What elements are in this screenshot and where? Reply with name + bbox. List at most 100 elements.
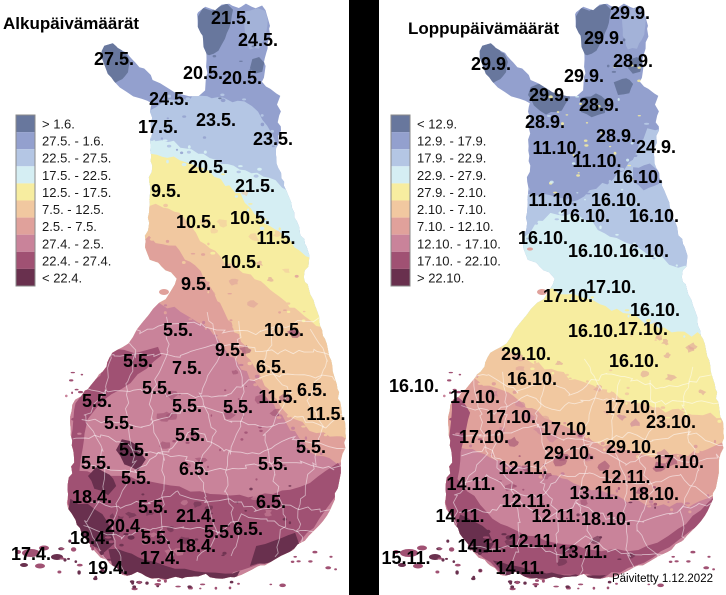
svg-text:20.5.: 20.5. bbox=[188, 157, 228, 177]
svg-text:16.10.: 16.10. bbox=[609, 351, 659, 371]
svg-text:28.9.: 28.9. bbox=[596, 126, 636, 146]
svg-text:29.9.: 29.9. bbox=[471, 54, 511, 74]
svg-text:5.5.: 5.5. bbox=[119, 440, 149, 460]
svg-text:16.10.: 16.10. bbox=[619, 241, 669, 261]
svg-text:12.11.: 12.11. bbox=[601, 467, 650, 487]
svg-text:9.5.: 9.5. bbox=[181, 274, 211, 294]
svg-text:23.5.: 23.5. bbox=[196, 110, 236, 130]
svg-text:5.5.: 5.5. bbox=[296, 437, 326, 457]
svg-text:29.9.: 29.9. bbox=[610, 3, 650, 23]
svg-text:2.5. - 7.5.: 2.5. - 7.5. bbox=[42, 219, 97, 234]
svg-text:18.10.: 18.10. bbox=[581, 509, 631, 529]
svg-text:28.9.: 28.9. bbox=[525, 112, 565, 132]
svg-text:16.10.: 16.10. bbox=[568, 241, 618, 261]
svg-text:17.10. - 22.10.: 17.10. - 22.10. bbox=[417, 253, 501, 268]
svg-text:Loppupäivämäärät: Loppupäivämäärät bbox=[408, 19, 559, 38]
svg-text:11.5.: 11.5. bbox=[256, 228, 295, 248]
svg-text:2.10. - 7.10.: 2.10. - 7.10. bbox=[417, 202, 486, 217]
svg-text:18.4.: 18.4. bbox=[70, 528, 110, 548]
svg-text:17.5.: 17.5. bbox=[138, 117, 178, 137]
svg-text:16.10.: 16.10. bbox=[389, 376, 439, 396]
svg-text:5.5.: 5.5. bbox=[104, 413, 134, 433]
svg-text:6.5.: 6.5. bbox=[256, 357, 286, 377]
svg-text:11.5.: 11.5. bbox=[306, 404, 345, 424]
svg-text:27.5. - 1.6.: 27.5. - 1.6. bbox=[42, 134, 104, 149]
svg-text:5.5.: 5.5. bbox=[142, 378, 172, 398]
svg-text:16.10.: 16.10. bbox=[560, 206, 610, 226]
svg-text:16.10.: 16.10. bbox=[630, 300, 680, 320]
svg-text:7.10. - 12.10.: 7.10. - 12.10. bbox=[417, 219, 494, 234]
svg-text:< 12.9.: < 12.9. bbox=[417, 117, 457, 132]
svg-text:5.5.: 5.5. bbox=[204, 522, 234, 542]
svg-text:6.5.: 6.5. bbox=[233, 519, 263, 539]
svg-text:23.10.: 23.10. bbox=[646, 412, 696, 432]
svg-text:5.5.: 5.5. bbox=[123, 351, 153, 371]
svg-text:12.11.: 12.11. bbox=[498, 458, 547, 478]
svg-text:15.11.: 15.11. bbox=[381, 548, 430, 568]
svg-text:5.5.: 5.5. bbox=[172, 396, 202, 416]
svg-text:5.5.: 5.5. bbox=[121, 468, 151, 488]
svg-text:14.11.: 14.11. bbox=[446, 474, 495, 494]
svg-text:10.5.: 10.5. bbox=[264, 320, 304, 340]
svg-text:20.5.: 20.5. bbox=[222, 68, 262, 88]
svg-text:16.10.: 16.10. bbox=[591, 190, 641, 210]
svg-text:17.10.: 17.10. bbox=[654, 452, 704, 472]
svg-text:29.9.: 29.9. bbox=[564, 66, 604, 86]
svg-text:27.4. - 2.5.: 27.4. - 2.5. bbox=[42, 236, 104, 251]
svg-text:17.9. - 22.9.: 17.9. - 22.9. bbox=[417, 151, 486, 166]
svg-text:12.11.: 12.11. bbox=[508, 531, 557, 551]
svg-text:28.9.: 28.9. bbox=[579, 95, 619, 115]
svg-text:14.11.: 14.11. bbox=[495, 558, 544, 578]
svg-text:< 22.4.: < 22.4. bbox=[42, 270, 82, 285]
svg-text:24.5.: 24.5. bbox=[149, 89, 189, 109]
svg-text:6.5.: 6.5. bbox=[179, 459, 209, 479]
svg-text:10.5.: 10.5. bbox=[176, 212, 216, 232]
svg-text:16.10.: 16.10. bbox=[518, 228, 568, 248]
svg-text:12.9. - 17.9.: 12.9. - 17.9. bbox=[417, 134, 486, 149]
svg-text:20.5.: 20.5. bbox=[183, 63, 223, 83]
svg-text:29.10.: 29.10. bbox=[606, 437, 656, 457]
svg-text:16.10.: 16.10. bbox=[507, 369, 557, 389]
svg-text:29.9.: 29.9. bbox=[584, 28, 624, 48]
svg-text:7.5.: 7.5. bbox=[172, 358, 202, 378]
svg-text:17.10.: 17.10. bbox=[459, 427, 509, 447]
svg-text:22.9. - 27.9.: 22.9. - 27.9. bbox=[417, 168, 486, 183]
svg-text:12.5. - 17.5.: 12.5. - 17.5. bbox=[42, 185, 111, 200]
svg-text:12.10. - 17.10.: 12.10. - 17.10. bbox=[417, 236, 501, 251]
svg-text:7.5. - 12.5.: 7.5. - 12.5. bbox=[42, 202, 104, 217]
svg-text:17.10.: 17.10. bbox=[486, 407, 536, 427]
svg-text:5.5.: 5.5. bbox=[258, 454, 288, 474]
svg-text:16.10.: 16.10. bbox=[613, 167, 663, 187]
svg-text:11.10.: 11.10. bbox=[528, 190, 577, 210]
svg-text:18.4.: 18.4. bbox=[176, 536, 216, 556]
svg-text:16.10.: 16.10. bbox=[629, 206, 679, 226]
svg-text:23.5.: 23.5. bbox=[253, 129, 293, 149]
svg-text:14.11.: 14.11. bbox=[435, 506, 484, 526]
svg-text:5.5.: 5.5. bbox=[141, 528, 171, 548]
svg-text:14.11.: 14.11. bbox=[457, 536, 506, 556]
svg-text:12.11.: 12.11. bbox=[501, 491, 550, 511]
svg-text:29.9.: 29.9. bbox=[529, 85, 569, 105]
svg-text:5.5.: 5.5. bbox=[223, 397, 253, 417]
svg-text:12.11.: 12.11. bbox=[531, 506, 580, 526]
svg-text:19.4.: 19.4. bbox=[88, 558, 128, 578]
svg-text:17.10.: 17.10. bbox=[618, 319, 668, 339]
svg-text:9.5.: 9.5. bbox=[151, 181, 181, 201]
svg-text:16.10.: 16.10. bbox=[568, 321, 618, 341]
svg-text:22.4. - 27.4.: 22.4. - 27.4. bbox=[42, 253, 111, 268]
svg-text:24.9.: 24.9. bbox=[636, 137, 676, 157]
svg-text:18.10.: 18.10. bbox=[629, 484, 679, 504]
svg-text:27.5.: 27.5. bbox=[94, 49, 134, 69]
svg-text:21.4.: 21.4. bbox=[176, 506, 216, 526]
svg-text:17.4.: 17.4. bbox=[11, 544, 51, 564]
svg-text:9.5.: 9.5. bbox=[215, 340, 245, 360]
svg-text:5.5.: 5.5. bbox=[175, 425, 205, 445]
svg-text:> 1.6.: > 1.6. bbox=[42, 117, 75, 132]
svg-text:5.5.: 5.5. bbox=[138, 497, 168, 517]
svg-text:29.10.: 29.10. bbox=[501, 344, 551, 364]
svg-text:Päivitetty 1.12.2022: Päivitetty 1.12.2022 bbox=[612, 573, 713, 585]
svg-text:6.5.: 6.5. bbox=[297, 380, 327, 400]
svg-text:21.5.: 21.5. bbox=[235, 176, 275, 196]
svg-text:> 22.10.: > 22.10. bbox=[417, 270, 464, 285]
svg-text:17.4.: 17.4. bbox=[140, 548, 180, 568]
